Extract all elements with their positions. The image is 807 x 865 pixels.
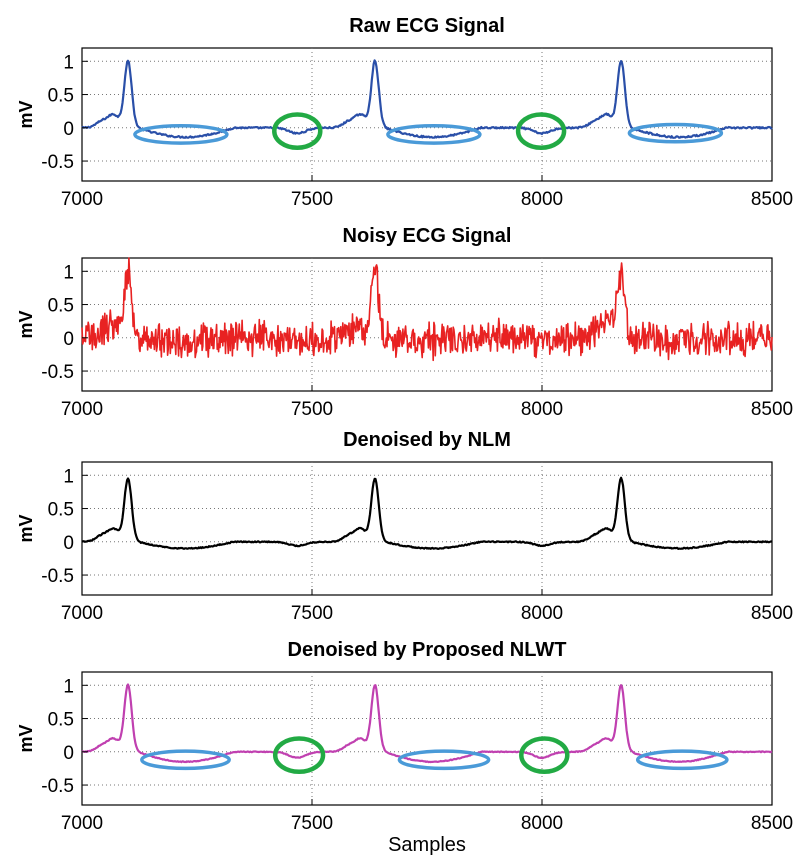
- y-tick-label: 0: [63, 743, 74, 764]
- y-tick-label: 0: [63, 329, 74, 350]
- annotation-circle: [272, 112, 323, 150]
- series-line: [81, 683, 773, 764]
- series-line: [81, 59, 773, 139]
- annotation-circle: [515, 112, 567, 150]
- x-tick-label: 7500: [291, 603, 333, 624]
- y-tick-label: 0.5: [48, 710, 74, 731]
- y-tick-label: -0.5: [41, 566, 74, 587]
- x-axis-label: Samples: [388, 834, 466, 856]
- x-tick-label: 8000: [521, 189, 563, 210]
- chart-title: Denoised by NLM: [343, 429, 511, 451]
- x-tick-label: 8000: [521, 813, 563, 834]
- y-tick-label: 1: [63, 262, 74, 283]
- x-tick-label: 7000: [61, 603, 103, 624]
- annotation-ellipse: [386, 124, 482, 145]
- y-tick-label: -0.5: [41, 152, 74, 173]
- axes-box: [81, 671, 773, 806]
- chart-title: Raw ECG Signal: [349, 15, 505, 37]
- x-tick-label: 8500: [751, 399, 793, 420]
- annotation-ellipse: [635, 749, 729, 771]
- series-line: [81, 476, 773, 550]
- x-tick-label: 7500: [291, 399, 333, 420]
- axes-box: [81, 47, 773, 182]
- y-tick-label: 1: [63, 676, 74, 697]
- panel-raw-ecg: 7000 7500 8000 8500 1 0.5 0 -0.5 Raw ECG Signal m…: [16, 15, 793, 210]
- x-tick-label: 7000: [61, 189, 103, 210]
- annotation-ellipse: [627, 122, 724, 144]
- x-tick-label: 7500: [291, 189, 333, 210]
- axes-box: [81, 461, 773, 596]
- annotation-ellipse: [397, 749, 491, 771]
- series-line: [81, 257, 773, 362]
- y-tick-label: 1: [63, 52, 74, 73]
- x-tick-label: 7000: [61, 399, 103, 420]
- y-axis-label: mV: [16, 310, 36, 338]
- y-tick-label: 0.5: [48, 500, 74, 521]
- annotation-circle: [272, 736, 326, 774]
- panel-denoised-nlm: 7000 7500 8000 8500 1 0.5 0 -0.5 Denoised by NLM…: [16, 429, 793, 624]
- y-axis-label: mV: [16, 514, 36, 542]
- axes-box: [81, 257, 773, 392]
- x-tick-label: 8500: [751, 603, 793, 624]
- chart-title: Denoised by Proposed NLWT: [288, 639, 567, 661]
- x-tick-label: 8500: [751, 813, 793, 834]
- y-tick-label: -0.5: [41, 362, 74, 383]
- y-tick-label: 1: [63, 466, 74, 487]
- x-tick-label: 7000: [61, 813, 103, 834]
- x-tick-label: 7500: [291, 813, 333, 834]
- y-tick-label: 0.5: [48, 296, 74, 317]
- panel-denoised-nlwt: 7000 7500 8000 8500 1 0.5 0 -0.5 Denoised by Pro…: [16, 639, 793, 856]
- annotation-ellipse: [133, 124, 229, 145]
- annotation-ellipse: [140, 749, 231, 771]
- y-tick-label: -0.5: [41, 776, 74, 797]
- y-tick-label: 0: [63, 119, 74, 140]
- y-tick-label: 0: [63, 533, 74, 554]
- chart-title: Noisy ECG Signal: [343, 225, 512, 247]
- panel-noisy-ecg: 7000 7500 8000 8500 1 0.5 0 -0.5 Noisy ECG Signa…: [16, 225, 793, 420]
- annotation-circle: [519, 736, 570, 774]
- y-axis-label: mV: [16, 724, 36, 752]
- x-tick-label: 8000: [521, 399, 563, 420]
- y-tick-label: 0.5: [48, 86, 74, 107]
- x-tick-label: 8000: [521, 603, 563, 624]
- x-tick-label: 8500: [751, 189, 793, 210]
- y-axis-label: mV: [16, 100, 36, 128]
